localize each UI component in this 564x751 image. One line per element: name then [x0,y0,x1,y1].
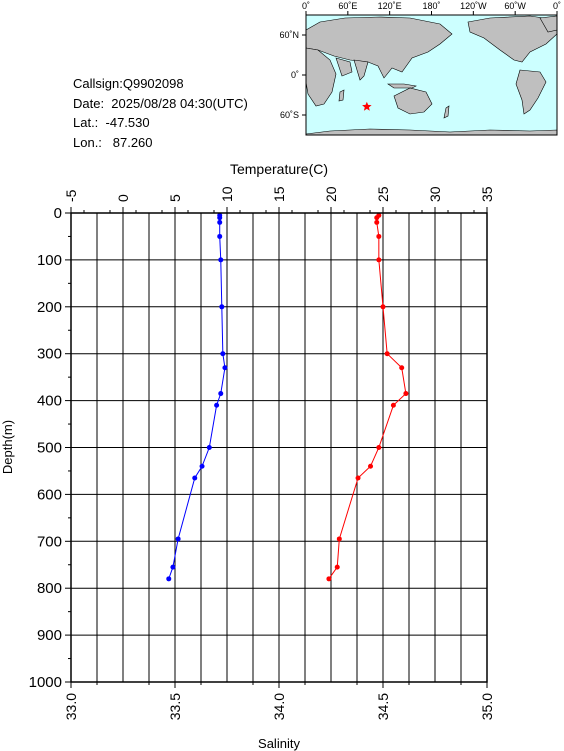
temperature-tick-label: 0 [115,194,131,202]
temperature-point [220,351,226,357]
land-madagascar [338,89,345,102]
salinity-point [390,402,396,408]
plot-grid [71,213,487,682]
temperature-tick-label: 25 [375,186,391,202]
land-newzealand [443,105,450,119]
temperature-point [192,475,198,481]
salinity-point [376,445,382,450]
temperature-point [217,233,223,239]
salinity-point [380,304,386,310]
salinity-tick-label: 33.5 [167,693,183,720]
temperature-tick-label: 30 [427,186,443,202]
temperature-line [168,215,226,579]
map-latitude-labels: 60˚N 0˚ 60˚S [279,30,299,120]
map-longitude-labels: 0˚ 60˚E 120˚E 180˚ 120˚W 60˚W 0˚ [302,1,561,11]
map-lat-label: 0˚ [291,70,299,80]
salinity-point [368,463,374,469]
temperature-tick-label: -5 [63,189,79,202]
salinity-point [374,219,380,225]
depth-tick-label: 600 [37,486,62,503]
salinity-point [355,475,361,481]
temperature-point [222,365,228,371]
salinity-point [326,576,332,582]
land-india [353,59,369,81]
callsign-text: Callsign:Q9902098 [73,76,184,91]
salinity-point [334,564,340,570]
salinity-point [403,391,409,397]
temperature-point [218,391,224,397]
depth-tick-label: 800 [37,580,62,597]
temperature-tick-label: 15 [271,186,287,202]
world-map: 0˚ 60˚E 120˚E 180˚ 120˚W 60˚W 0˚ 60˚N 0˚ 60˚S [279,1,561,136]
map-ticks [302,11,558,116]
map-lon-label: 0˚ [553,1,561,11]
map-lon-label: 180˚ [422,1,440,11]
salinity-point [399,365,405,371]
map-lon-label: 60˚E [338,1,357,11]
depth-tick-label: 900 [37,627,62,644]
temperature-point [218,257,224,263]
depth-tick-label: 500 [37,440,62,457]
temperature-axis: -5 0 5 10 15 20 25 30 35 [63,186,495,213]
station-marker-star [362,101,372,111]
depth-axis-title: Depth(m) [0,420,15,474]
land-australia [393,87,433,115]
salinity-point [374,215,380,221]
temperature-point [214,402,220,408]
salinity-tick-label: 34.5 [375,693,391,720]
temperature-point [217,219,223,225]
temperature-tick-label: 35 [479,186,495,202]
station-info: Callsign:Q9902098 Date: 2025/08/28 04:30… [73,74,248,152]
land-africa [305,47,337,107]
temperature-point [206,445,212,450]
map-lon-label: 120˚E [378,1,402,11]
longitude-text: Lon.: 87.260 [73,134,153,150]
temperature-tick-label: 20 [323,186,339,202]
depth-tick-label: 1000 [29,674,62,691]
depth-tick-label: 0 [54,205,62,222]
station-star [362,101,372,111]
salinity-line [328,215,407,580]
salinity-axis: 33.0 33.5 34.0 34.5 35.0 [63,682,495,720]
depth-tick-label: 100 [37,252,62,269]
map-lon-label: 60˚W [504,1,526,11]
temperature-point [170,564,176,570]
salinity-point [384,351,390,357]
depth-tick-label: 700 [37,533,62,550]
salinity-point [336,536,342,542]
land-southamerica [515,69,547,115]
temperature-tick-label: 10 [219,186,235,202]
salinity-tick-label: 33.0 [63,693,79,720]
salinity-point [376,257,382,263]
temperature-point [219,304,225,310]
map-lat-label: 60˚N [279,30,299,40]
depth-tick-label: 300 [37,346,62,363]
temperature-point [217,215,223,221]
depth-tick-label: 400 [37,393,62,410]
map-lon-label: 0˚ [302,1,310,11]
depth-tick-label: 200 [37,299,62,316]
salinity-tick-label: 35.0 [479,693,495,720]
temperature-point [175,536,181,542]
plot-frame [70,212,488,683]
salinity-point [376,233,382,239]
land-indonesia [387,83,417,89]
map-lon-label: 120˚W [460,1,487,11]
latitude-text: Lat.: -47.530 [73,115,150,130]
temperature-tick-label: 5 [167,194,183,202]
temperature-axis-title: Temperature(C) [230,161,328,177]
plot-series [166,212,409,582]
temperature-point [166,576,172,582]
land-northamerica [467,15,558,63]
land-eurasia [305,16,453,79]
temperature-point [199,463,205,469]
salinity-axis-title: Salinity [258,736,300,751]
depth-axis: 0 100 200 300 400 500 600 700 800 900 1000 [29,205,71,691]
date-text: Date: 2025/08/28 04:30(UTC) [73,95,248,111]
land-arabia [335,57,353,77]
profile-plot: -5 0 5 10 15 20 25 30 35 33.0 33.5 34.0 34.5 35.0 01… [0,161,495,751]
salinity-tick-label: 34.0 [271,693,287,720]
map-lat-label: 60˚S [280,110,299,120]
